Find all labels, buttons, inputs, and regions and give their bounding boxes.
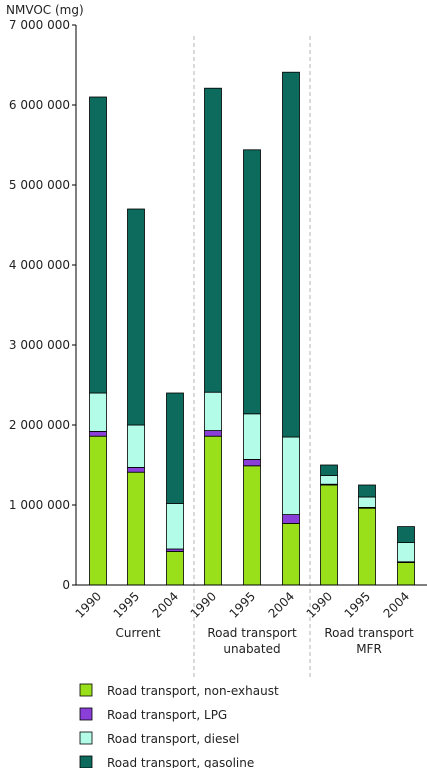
x-tick-label: 1995 <box>342 589 373 620</box>
legend-label: Road transport, diesel <box>107 732 239 746</box>
bar-segment <box>127 471 145 586</box>
legend-swatch <box>79 755 93 768</box>
bar-segment <box>204 430 222 437</box>
bar-segment <box>358 496 376 508</box>
bar-segment <box>282 523 300 586</box>
bar-segment <box>282 514 300 524</box>
group-label: Current <box>115 626 160 640</box>
bar-segment <box>243 465 261 586</box>
bar-segment <box>166 392 184 504</box>
x-axis: 1990 1995 2004 1990 1995 2004 1990 1995 2004 <box>73 584 427 621</box>
bar-segment <box>89 430 107 437</box>
bar-segment <box>320 474 338 485</box>
y-axis: 0 1 000 000 2 000 000 3 000 000 4 000 000 5 0… <box>9 18 77 592</box>
bar-segment <box>89 96 107 394</box>
x-tick-label: 1990 <box>304 589 335 620</box>
bar-segment <box>243 149 261 415</box>
bar-segment <box>166 551 184 586</box>
x-tick-label: 1990 <box>73 589 104 620</box>
y-tick-label: 3 000 000 <box>9 338 70 352</box>
legend-label: Road transport, gasoline <box>107 756 254 768</box>
bar-segment <box>89 435 107 586</box>
group-label: MFR <box>356 642 382 656</box>
bar-segment <box>397 526 415 543</box>
legend-swatch <box>79 683 93 697</box>
y-tick-label: 7 000 000 <box>9 18 70 32</box>
y-tick-label: 0 <box>62 578 70 592</box>
legend-label: Road transport, LPG <box>107 708 227 722</box>
x-tick-label: 2004 <box>150 589 181 620</box>
bar-segment <box>204 87 222 393</box>
bar-segment <box>127 466 145 473</box>
group-label: Road transport <box>324 626 414 640</box>
legend-swatch <box>79 731 93 745</box>
x-tick-label: 1995 <box>227 589 258 620</box>
y-axis-label: NMVOC (mg) <box>6 3 84 17</box>
bar-segment <box>127 424 145 468</box>
bar-segment <box>282 436 300 515</box>
group-labels: Current Road transport unabated Road transp… <box>115 626 414 656</box>
y-tick-label: 6 000 000 <box>9 98 70 112</box>
bar-segment <box>397 542 415 563</box>
group-separators <box>193 36 311 680</box>
x-tick-label: 1995 <box>111 589 142 620</box>
bar-segment <box>320 464 338 476</box>
bar-segment <box>127 208 145 426</box>
bar-segment <box>397 562 415 586</box>
x-tick-label: 2004 <box>266 589 297 620</box>
bar-segment <box>243 413 261 460</box>
y-tick-label: 5 000 000 <box>9 178 70 192</box>
bar-segment <box>320 484 338 586</box>
legend-label: Road transport, non-exhaust <box>107 684 279 698</box>
bar-segment <box>282 71 300 438</box>
legend: Road transport, non-exhaust Road transpor… <box>79 683 279 768</box>
bar-segment <box>204 391 222 432</box>
group-label: unabated <box>223 642 280 656</box>
bar-segment <box>243 458 261 467</box>
bar-segment <box>89 392 107 432</box>
bar-segment <box>358 484 376 498</box>
bar-segment <box>166 502 184 550</box>
y-tick-label: 2 000 000 <box>9 418 70 432</box>
bar-segment <box>204 435 222 586</box>
x-tick-label: 1990 <box>188 589 219 620</box>
legend-swatch <box>79 707 93 721</box>
bars <box>89 71 415 586</box>
y-tick-label: 4 000 000 <box>9 258 70 272</box>
bar-segment <box>358 507 376 586</box>
y-tick-label: 1 000 000 <box>9 498 70 512</box>
group-label: Road transport <box>207 626 297 640</box>
x-tick-label: 2004 <box>381 589 412 620</box>
